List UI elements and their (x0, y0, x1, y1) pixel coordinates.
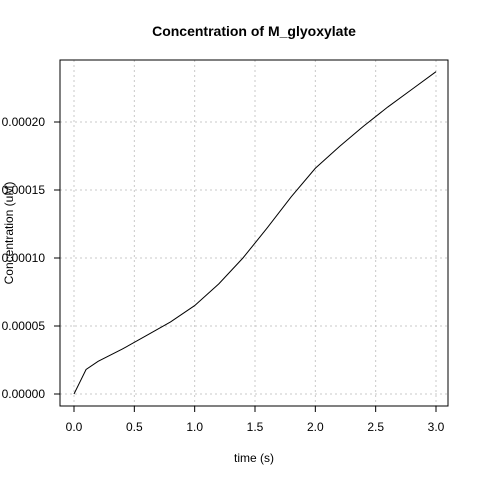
x-axis-label: time (s) (234, 451, 274, 465)
y-tick-label: 0.00015 (2, 183, 46, 197)
y-tick-label: 0.00010 (2, 251, 46, 265)
x-tick-label: 3.0 (428, 420, 445, 434)
series-line (73, 71, 437, 395)
x-tick-label: 2.0 (307, 420, 324, 434)
x-tick-label: 0.0 (66, 420, 83, 434)
y-axis-label: Concentration (uM) (2, 182, 16, 285)
x-tick-label: 0.5 (126, 420, 143, 434)
y-tick-label: 0.00000 (2, 387, 46, 401)
y-axis: 0.00000 0.00005 0.00010 0.00015 0.00020 (2, 115, 60, 401)
x-tick-label: 1.0 (186, 420, 203, 434)
x-tick-label: 1.5 (247, 420, 264, 434)
chart-title: Concentration of M_glyoxylate (152, 23, 356, 39)
y-tick-label: 0.00020 (2, 115, 46, 129)
x-axis: 0.0 0.5 1.0 1.5 2.0 2.5 3.0 (66, 406, 445, 434)
x-tick-label: 2.5 (367, 420, 384, 434)
plot-frame (59, 59, 449, 407)
y-tick-label: 0.00005 (2, 319, 46, 333)
